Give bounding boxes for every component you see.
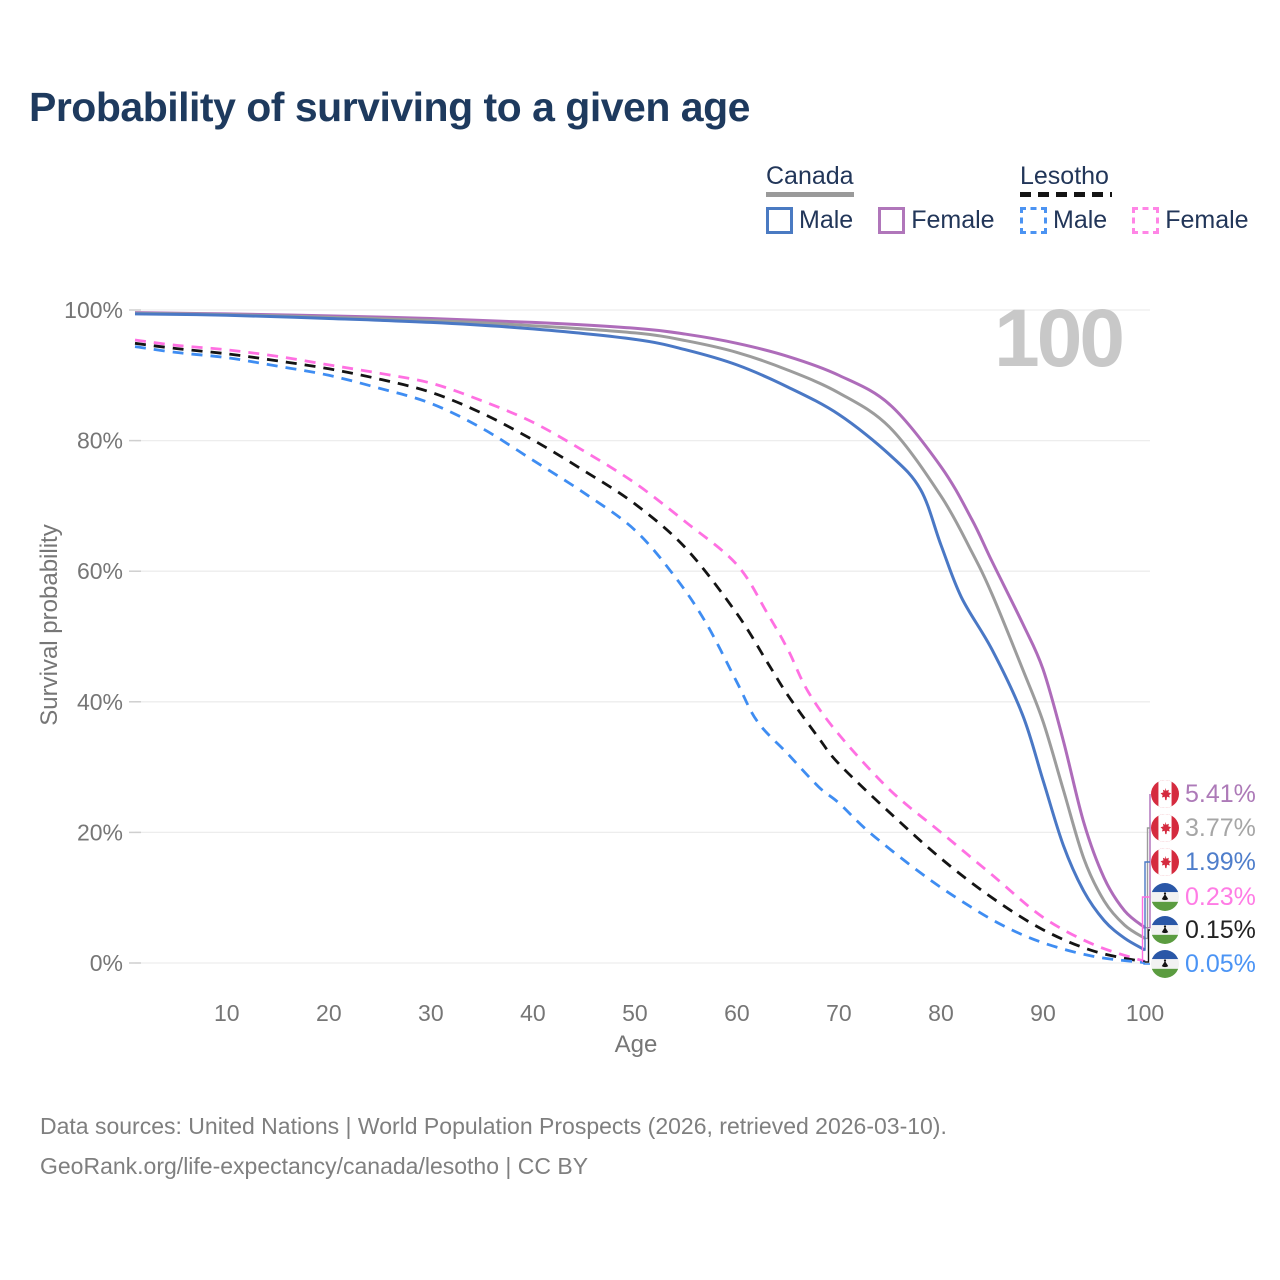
end-label-connector [1143,861,1150,951]
y-tick-label: 40% [77,689,123,715]
legend-group-lesotho: Lesotho Male Female [1020,163,1249,235]
legend-item-canada-female[interactable]: Female [878,206,995,235]
curve-canada-male[interactable] [134,312,1146,952]
x-tick-label: 60 [724,1000,750,1026]
y-tick-label: 100% [64,297,123,323]
x-tick-label: 90 [1030,1000,1056,1026]
end-label-connector [1141,896,1150,963]
source-line-1: Data sources: United Nations | World Pop… [40,1113,947,1139]
end-label-row: 3.77% [1151,812,1256,844]
legend-label: Male [1053,206,1108,234]
lesotho-line-style-swatch [1020,192,1112,197]
legend-group-canada: Canada Male Female [766,163,995,235]
lesotho-female-checkbox[interactable] [1132,207,1160,234]
end-label-row: 1.99% [1151,846,1256,878]
legend-item-canada-male[interactable]: Male [766,206,853,235]
legend-label: Male [799,206,854,234]
end-label-value: 1.99% [1185,847,1256,876]
end-label-connector [1143,929,1150,963]
end-label-row: 5.41% [1151,778,1256,810]
end-label-row: 0.15% [1151,914,1256,946]
canada-flag-icon [1151,848,1179,876]
end-label-row: 0.23% [1151,881,1256,913]
x-tick-label: 100 [1126,1000,1164,1026]
x-axis-title: Age [614,1031,658,1058]
x-tick-label: 20 [316,1000,342,1026]
x-tick-label: 80 [928,1000,954,1026]
end-label-connector [1143,962,1150,965]
end-label-value: 0.23% [1185,882,1256,911]
end-label-value: 0.15% [1185,915,1256,944]
lesotho-flag-icon [1151,916,1179,944]
curve-lesotho-male[interactable] [134,345,1146,965]
end-label-connector [1143,827,1150,940]
end-label-connector [1143,794,1151,929]
canada-flag-icon [1151,814,1179,842]
legend-item-lesotho-female[interactable]: Female [1132,206,1249,235]
age-watermark: 100 [994,293,1122,384]
canada-line-style-swatch [766,192,854,197]
end-label-value: 5.41% [1185,779,1256,808]
lesotho-flag-icon [1151,883,1179,911]
canada-female-checkbox[interactable] [878,207,906,234]
legend-country-canada[interactable]: Canada [766,162,854,190]
x-tick-label: 10 [214,1000,240,1026]
x-tick-label: 50 [622,1000,648,1026]
y-tick-label: 80% [77,428,123,454]
end-label-value: 0.05% [1185,949,1256,978]
legend-country-lesotho[interactable]: Lesotho [1020,162,1109,190]
canada-flag-icon [1151,780,1179,808]
y-axis-title: Survival probability [36,524,63,726]
x-tick-label: 70 [826,1000,852,1026]
curve-canada-female[interactable] [134,311,1146,929]
lesotho-flag-icon [1151,950,1179,978]
page-title: Probability of surviving to a given age [29,84,750,130]
lesotho-male-checkbox[interactable] [1020,207,1047,234]
curve-lesotho-both-sexes[interactable] [134,341,1146,964]
end-label-row: 0.05% [1151,948,1256,980]
y-tick-label: 20% [77,819,123,845]
y-tick-label: 60% [77,558,123,584]
curve-lesotho-female[interactable] [134,338,1146,963]
y-tick-label: 0% [90,950,123,976]
source-note: Data sources: United Nations | World Pop… [40,1106,947,1186]
end-label-value: 3.77% [1185,813,1256,842]
legend-item-lesotho-male[interactable]: Male [1020,206,1107,235]
source-line-2: GeoRank.org/life-expectancy/canada/lesot… [40,1153,589,1179]
curve-canada-both-sexes[interactable] [134,311,1146,940]
legend-label: Female [911,206,995,234]
legend-label: Female [1165,206,1249,234]
x-tick-label: 40 [520,1000,546,1026]
x-tick-label: 30 [418,1000,444,1026]
canada-male-checkbox[interactable] [766,207,793,234]
